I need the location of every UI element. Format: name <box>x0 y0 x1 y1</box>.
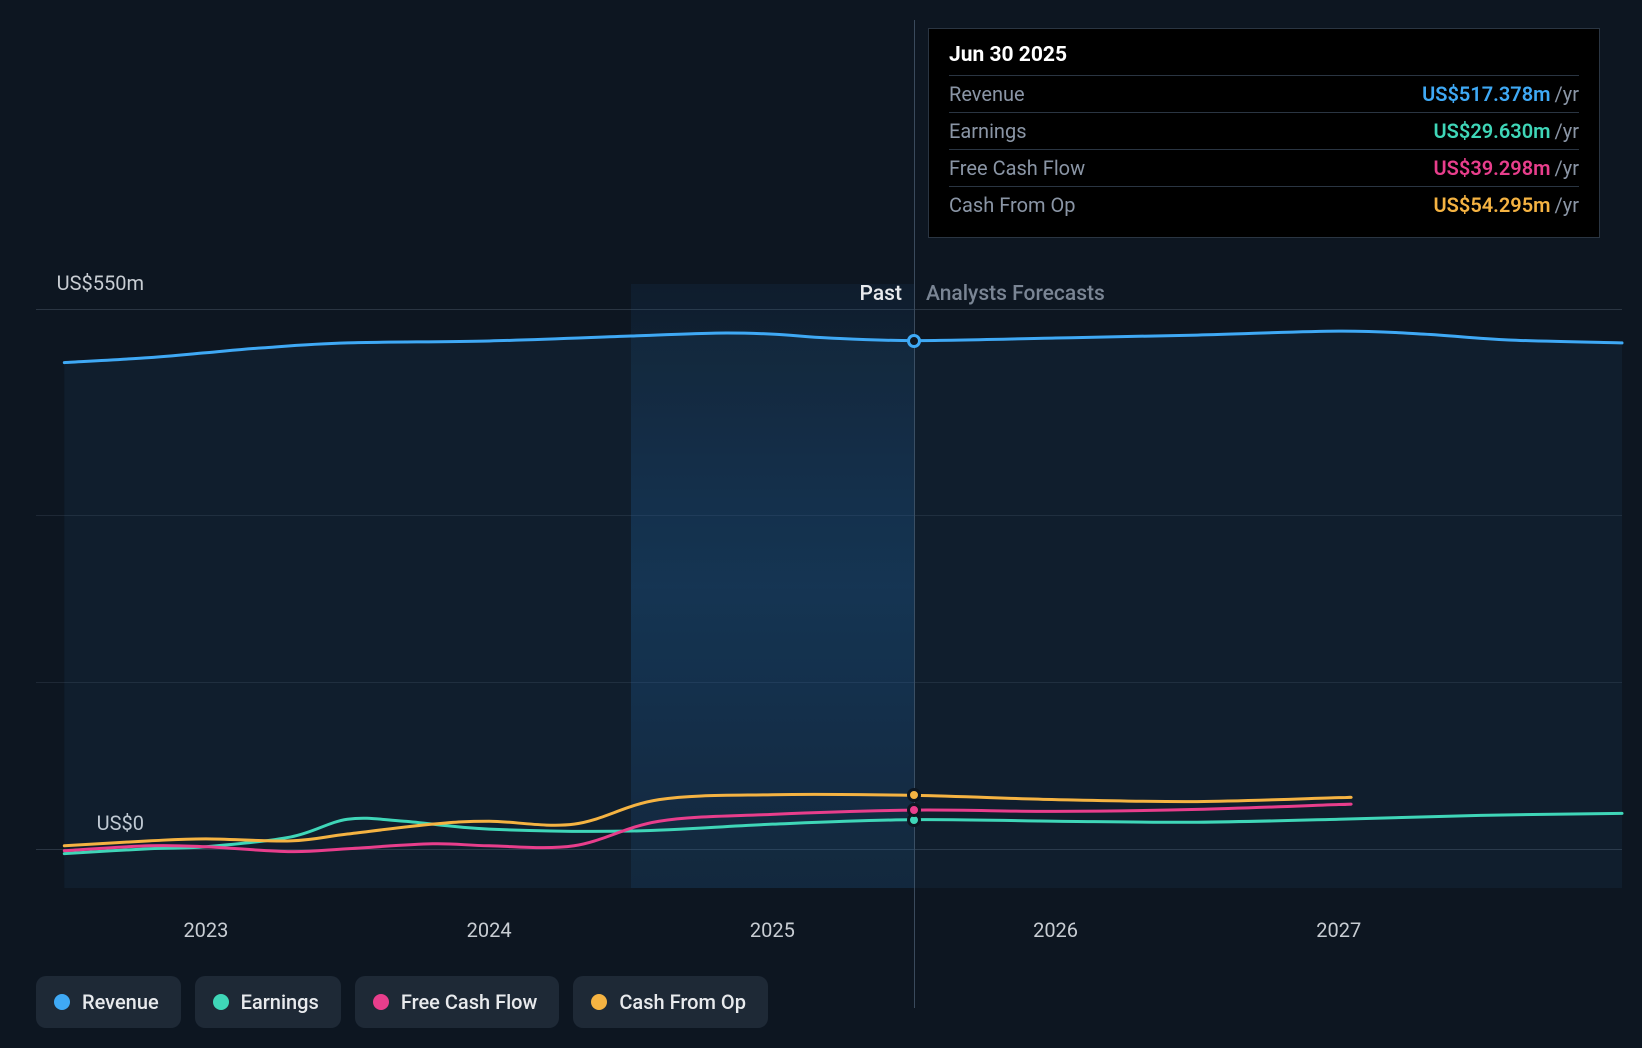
tooltip-value: US$54.295m <box>1434 193 1551 217</box>
financial-chart: Jun 30 2025 RevenueUS$517.378m/yrEarning… <box>36 20 1622 1028</box>
chart-tooltip: Jun 30 2025 RevenueUS$517.378m/yrEarning… <box>928 28 1600 238</box>
tooltip-unit: /yr <box>1555 119 1580 143</box>
tooltip-key: Free Cash Flow <box>949 156 1085 180</box>
tooltip-row: Revenue US$517.378m/yr <box>949 76 1579 113</box>
legend-item[interactable]: Free Cash Flow <box>355 976 560 1028</box>
chart-lines <box>36 284 1622 888</box>
tooltip-date: Jun 30 2025 <box>949 43 1579 76</box>
tooltip-key: Earnings <box>949 119 1027 143</box>
plot-area[interactable]: Past Analysts Forecasts <box>36 284 1622 888</box>
x-axis-label: 2025 <box>750 918 795 942</box>
marker-fcf <box>907 803 921 817</box>
tooltip-value: US$39.298m <box>1434 156 1551 180</box>
x-axis-label: 2026 <box>1033 918 1078 942</box>
tooltip-key: Revenue <box>949 82 1025 106</box>
tooltip-row: Earnings US$29.630m/yr <box>949 113 1579 150</box>
chart-legend: Revenue Earnings Free Cash Flow Cash From O… <box>36 976 768 1028</box>
tooltip-unit: /yr <box>1555 82 1580 106</box>
legend-item[interactable]: Cash From Op <box>573 976 768 1028</box>
x-axis-label: 2024 <box>467 918 512 942</box>
legend-item[interactable]: Earnings <box>195 976 341 1028</box>
legend-label: Cash From Op <box>619 990 746 1014</box>
tooltip-value: US$29.630m <box>1434 119 1551 143</box>
tooltip-unit: /yr <box>1555 156 1580 180</box>
tooltip-key: Cash From Op <box>949 193 1075 217</box>
legend-dot-icon <box>591 994 607 1010</box>
x-axis-label: 2023 <box>183 918 228 942</box>
marker-revenue <box>907 334 921 348</box>
tooltip-row: Free Cash Flow US$39.298m/yr <box>949 150 1579 187</box>
legend-dot-icon <box>213 994 229 1010</box>
legend-label: Revenue <box>82 990 159 1014</box>
tooltip-unit: /yr <box>1555 193 1580 217</box>
marker-cfo <box>907 788 921 802</box>
legend-dot-icon <box>54 994 70 1010</box>
legend-item[interactable]: Revenue <box>36 976 181 1028</box>
tooltip-row: Cash From Op US$54.295m/yr <box>949 187 1579 223</box>
legend-label: Earnings <box>241 990 319 1014</box>
tooltip-value: US$517.378m <box>1422 82 1550 106</box>
legend-dot-icon <box>373 994 389 1010</box>
legend-label: Free Cash Flow <box>401 990 538 1014</box>
revenue-area <box>64 331 1622 888</box>
x-axis-label: 2027 <box>1316 918 1361 942</box>
